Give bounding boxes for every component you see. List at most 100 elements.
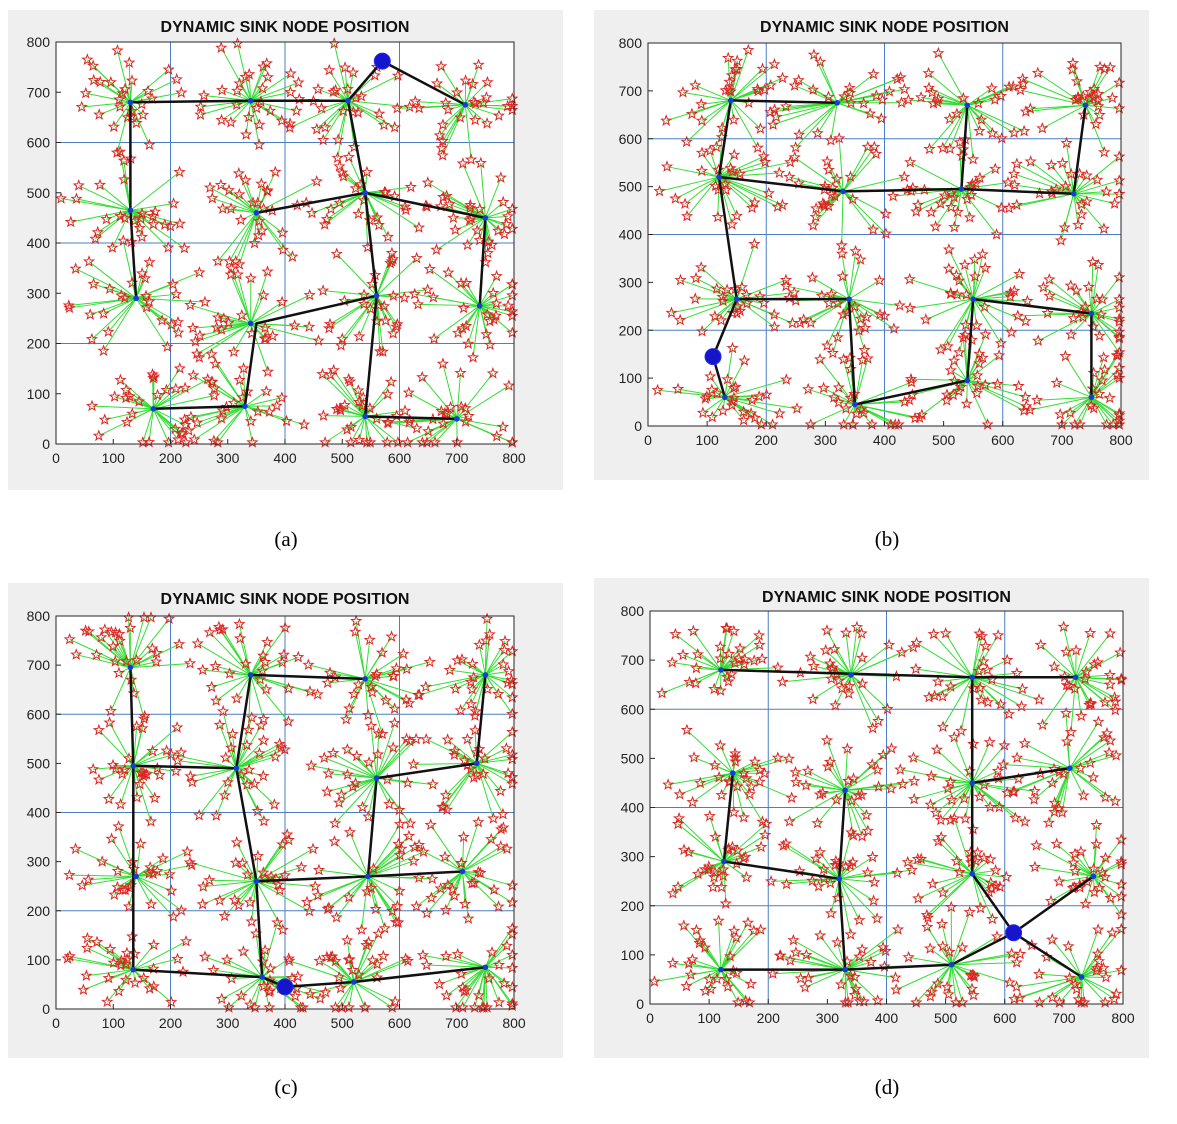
sensor-link: [86, 969, 134, 977]
sensor-node: [390, 661, 403, 674]
sensor-node: [847, 828, 860, 841]
sensor-node: [935, 917, 949, 930]
sensor-node: [870, 89, 883, 101]
sensor-node: [872, 714, 885, 727]
sensor-link: [848, 298, 866, 329]
sensor-node: [945, 793, 958, 806]
sensor-node: [1015, 699, 1028, 712]
sensor-node: [303, 685, 317, 697]
sensor-node: [219, 751, 232, 763]
sensor-node: [490, 269, 503, 282]
sensor-link: [942, 676, 973, 697]
sensor-node: [1108, 197, 1121, 209]
y-tick-label: 500: [27, 755, 51, 771]
sensor-link: [226, 959, 263, 978]
sensor-node: [186, 321, 200, 334]
route-line: [837, 790, 847, 879]
sensor-node: [101, 995, 114, 1008]
sensor-link: [1081, 976, 1106, 1003]
cluster-head-node: [462, 102, 469, 108]
sensor-node: [991, 629, 1005, 641]
sensor-link: [236, 746, 282, 769]
sensor-node: [312, 863, 326, 876]
sensor-node: [388, 120, 401, 133]
sensor-node: [777, 839, 790, 851]
sensor-link: [1019, 976, 1082, 999]
sensor-link: [794, 157, 844, 192]
sensor-node: [1060, 136, 1073, 149]
sensor-node: [357, 288, 371, 300]
sensor-node: [721, 980, 734, 992]
sensor-node: [343, 825, 357, 838]
sensor-node: [1110, 987, 1123, 1000]
sensor-node: [848, 970, 861, 983]
sensor-node: [427, 332, 441, 344]
cluster-head-node: [373, 292, 380, 299]
chart-title: DYNAMIC SINK NODE POSITION: [760, 19, 1009, 36]
sensor-link: [238, 624, 252, 676]
sensor-node: [965, 333, 978, 346]
sensor-node: [80, 969, 93, 981]
sensor-node: [1001, 786, 1014, 799]
sensor-node: [282, 682, 295, 694]
sensor-node: [506, 997, 519, 1009]
sensor-node: [941, 980, 954, 993]
sensor-node: [282, 952, 295, 964]
sensor-node: [442, 103, 455, 115]
sensor-node: [114, 209, 127, 222]
sensor-node: [1065, 167, 1078, 180]
cluster-head-node: [718, 966, 724, 973]
sensor-link: [972, 870, 996, 875]
sensor-node: [108, 390, 121, 402]
sensor-node: [455, 856, 468, 869]
sensor-node: [160, 383, 173, 396]
sensor-node: [820, 624, 834, 636]
sensor-link: [130, 209, 165, 226]
sensor-link: [202, 880, 257, 905]
sensor-link: [209, 187, 257, 214]
sensor-link: [236, 756, 276, 769]
sensor-node: [836, 270, 849, 282]
sensor-node: [972, 96, 985, 109]
sensor-node: [63, 949, 76, 962]
sensor-node: [1090, 961, 1104, 974]
sensor-node: [711, 386, 724, 399]
sensor-node: [458, 985, 471, 997]
sensor-node: [722, 647, 736, 660]
sensor-link: [718, 161, 766, 178]
sensor-node: [371, 211, 384, 223]
sensor-link: [1069, 737, 1105, 769]
sensor-node: [330, 247, 343, 260]
sensor-node: [464, 697, 478, 710]
sensor-link: [91, 297, 137, 340]
sensor-node: [285, 971, 299, 984]
sensor-node: [1115, 908, 1128, 920]
sensor-node: [762, 186, 775, 199]
x-tick-label: 300: [216, 450, 240, 466]
sensor-node: [752, 84, 765, 97]
sensor-node: [237, 945, 250, 957]
sensor-node: [169, 422, 182, 435]
sensor-node: [1092, 923, 1105, 935]
sensor-node: [336, 332, 349, 345]
sensor-node: [379, 314, 392, 326]
sensor-node: [849, 244, 862, 257]
route-line: [960, 105, 969, 190]
sensor-node: [459, 415, 472, 427]
sensor-link: [358, 416, 366, 441]
sensor-link: [197, 643, 251, 676]
sensor-node: [278, 869, 292, 881]
sensor-node: [925, 985, 938, 998]
sensor-link: [844, 947, 884, 971]
sensor-link: [841, 191, 844, 246]
sensor-node: [136, 436, 149, 448]
sensor-node: [766, 967, 779, 979]
sensor-node: [323, 666, 337, 679]
sensor-node: [334, 401, 347, 414]
sensor-node: [171, 754, 184, 766]
sensor-link: [850, 646, 914, 676]
sensor-node: [137, 971, 150, 984]
sensor-node: [1115, 857, 1128, 870]
sensor-node: [351, 106, 365, 118]
sensor-node: [473, 638, 486, 651]
